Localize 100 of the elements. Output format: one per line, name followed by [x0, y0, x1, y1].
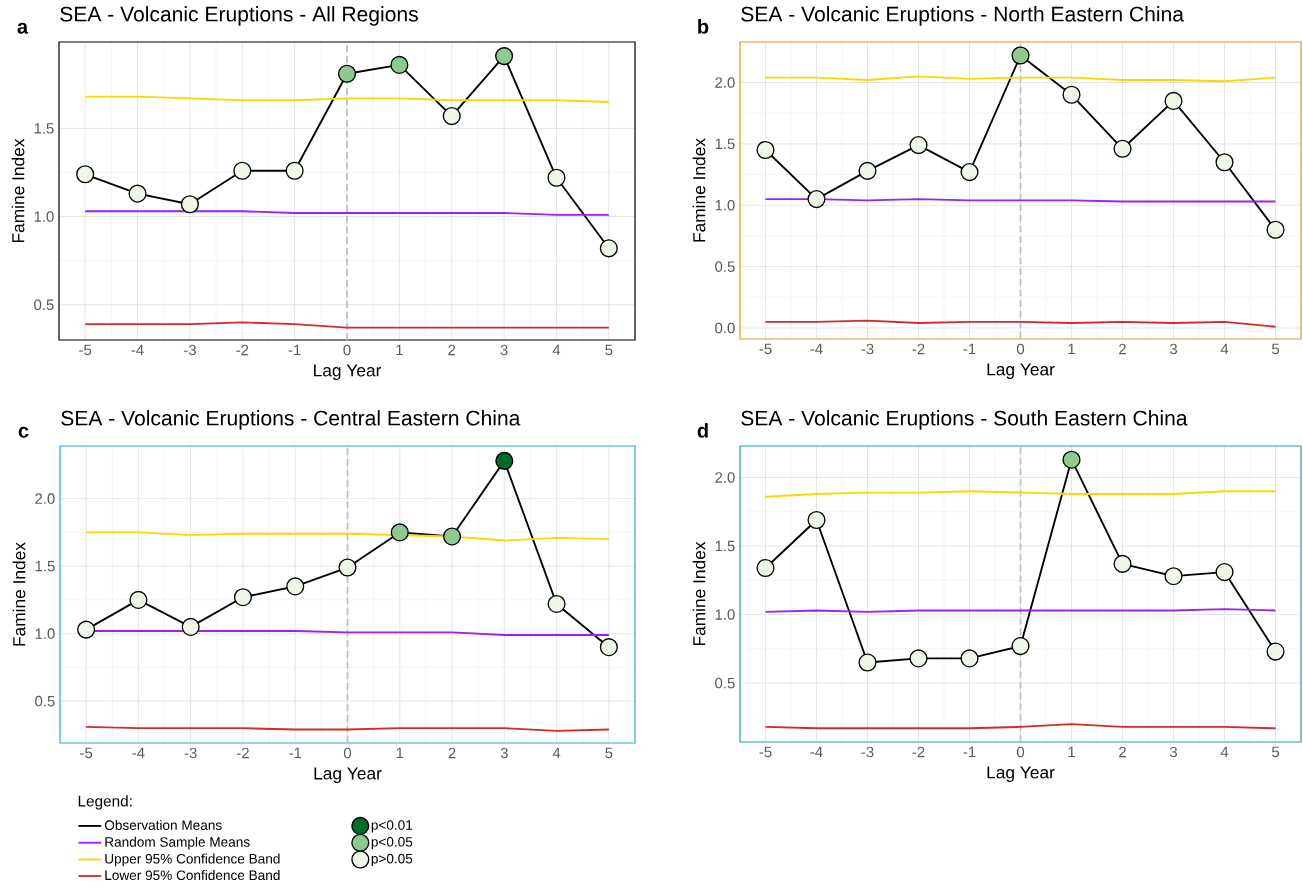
x-tick-label: 5 [605, 344, 613, 356]
y-tick-label: 1.5 [34, 123, 54, 134]
x-tick-label: -1 [963, 746, 976, 757]
y-tick-label: 1.0 [715, 609, 735, 620]
x-tick-label: 1 [396, 747, 404, 758]
x-tick-label: -5 [759, 746, 772, 758]
x-axis-title: Lag Year [987, 363, 1055, 379]
x-tick-label: -3 [184, 747, 197, 759]
point [180, 195, 199, 214]
x-tick-label: 5 [605, 747, 613, 759]
point [76, 165, 95, 184]
point [390, 55, 409, 74]
x-tick-label: 4 [1220, 343, 1229, 354]
point [337, 64, 357, 83]
x-tick-label: -3 [861, 746, 874, 758]
x-tick-label: -5 [80, 747, 93, 759]
x-axis-title: Lag Year [314, 364, 382, 380]
legend-title: Legend: [78, 795, 132, 810]
point [1062, 450, 1081, 469]
point [129, 590, 148, 609]
point [233, 588, 253, 607]
legend-label: Lower 95% Confidence Band [105, 870, 280, 881]
point [128, 184, 147, 203]
point [807, 190, 826, 209]
x-tick-label: -2 [236, 747, 249, 759]
x-tick-label: 5 [1271, 746, 1280, 758]
legend-label: Observation Means [104, 820, 222, 830]
x-tick-label: 3 [500, 747, 508, 759]
legend-label: Random Sample Means [105, 836, 250, 850]
chart-title: SEA - Volcanic Eruptions - North Eastern China [741, 6, 1184, 26]
y-axis-title: Famine Index [692, 138, 706, 242]
chart-title: SEA - Volcanic Eruptions - South Eastern China [741, 410, 1188, 430]
y-tick-label: 1.5 [715, 138, 735, 150]
legend-label: p>0.05 [371, 853, 413, 867]
x-tick-label: -5 [759, 343, 772, 355]
x-tick-label: 3 [1169, 746, 1178, 758]
y-tick-label: 1.0 [34, 211, 54, 222]
y-tick-label: 2.0 [715, 77, 735, 88]
x-tick-label: -3 [861, 343, 874, 355]
x-axis-title: Lag Year [987, 766, 1055, 782]
text: a [17, 22, 29, 34]
point [909, 136, 928, 155]
point [547, 594, 566, 614]
point [495, 451, 514, 470]
point [77, 620, 96, 639]
x-tick-label: -4 [132, 747, 145, 758]
x-tick-label: 3 [1169, 343, 1178, 355]
x-tick-label: -1 [289, 747, 302, 758]
x-tick-label: -3 [183, 344, 196, 356]
x-tick-label: -1 [288, 344, 301, 355]
x-tick-label: 2 [1119, 343, 1126, 355]
text: d [697, 423, 708, 438]
point [181, 617, 200, 636]
legend-label: p<0.01 [371, 820, 413, 833]
point [756, 140, 775, 160]
text: c [18, 426, 29, 438]
point [1011, 46, 1030, 65]
y-axis-title: Famine Index [692, 541, 706, 646]
x-tick-label: 2 [1119, 746, 1126, 758]
x-tick-label: -2 [912, 343, 925, 355]
point [599, 239, 618, 258]
y-axis-title: Famine Index [11, 138, 25, 243]
x-tick-label: 0 [343, 747, 352, 759]
point [1215, 153, 1234, 172]
point [286, 577, 305, 596]
x-tick-label: 2 [448, 344, 456, 356]
y-tick-label: 0.5 [715, 261, 735, 272]
y-tick-label: 0.5 [35, 695, 55, 707]
point [807, 510, 826, 530]
y-tick-label: 0.0 [715, 322, 735, 334]
x-tick-label: 5 [1271, 343, 1280, 355]
x-tick-label: 4 [552, 747, 561, 758]
point [1164, 567, 1183, 586]
x-tick-label: 0 [343, 344, 351, 356]
point [442, 527, 462, 546]
x-tick-label: 0 [1016, 746, 1025, 758]
point [858, 653, 877, 672]
point [1113, 554, 1132, 573]
x-tick-label: -5 [79, 344, 92, 356]
y-tick-label: 1.5 [35, 560, 55, 572]
x-tick-label: -4 [131, 344, 144, 355]
point [1062, 85, 1081, 104]
point [442, 106, 461, 126]
line-series [764, 319, 1277, 328]
point [909, 649, 928, 668]
x-tick-label: 1 [1068, 746, 1075, 757]
x-tick-label: -2 [236, 344, 249, 356]
x-tick-label: 4 [552, 344, 561, 355]
y-axis-title: Famine Index [12, 542, 26, 646]
y-tick-label: 0.5 [34, 299, 54, 311]
x-tick-label: -4 [810, 343, 823, 354]
point [233, 161, 252, 180]
point [547, 168, 566, 187]
x-tick-label: -1 [963, 343, 976, 354]
point [1011, 637, 1030, 656]
legend-label: Upper 95% Confidence Band [105, 853, 280, 867]
point [960, 649, 979, 668]
x-tick-label: 3 [500, 344, 508, 356]
y-tick-label: 1.0 [35, 628, 55, 639]
y-tick-label: 1.5 [715, 540, 735, 552]
